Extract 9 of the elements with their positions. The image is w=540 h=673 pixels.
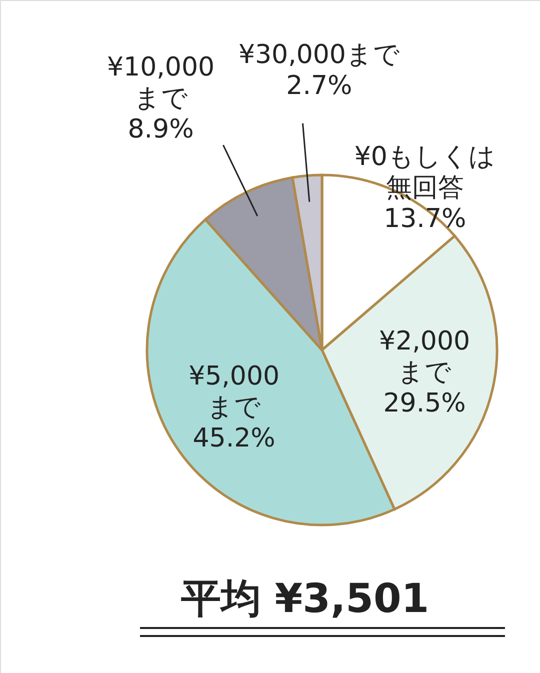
data-label: 29.5% <box>383 388 466 419</box>
slice-label: ¥5,000まで <box>188 361 280 422</box>
slice-label: ¥10,000まで <box>107 52 215 114</box>
slice-label: ¥30,000まで <box>238 40 400 70</box>
text: 平均 ¥3,501 <box>180 576 430 622</box>
slice-label: ¥2,000まで <box>379 326 470 388</box>
data-label: 45.2% <box>192 423 276 454</box>
data-label: 8.9% <box>128 114 194 145</box>
data-label: 2.7% <box>286 70 352 101</box>
